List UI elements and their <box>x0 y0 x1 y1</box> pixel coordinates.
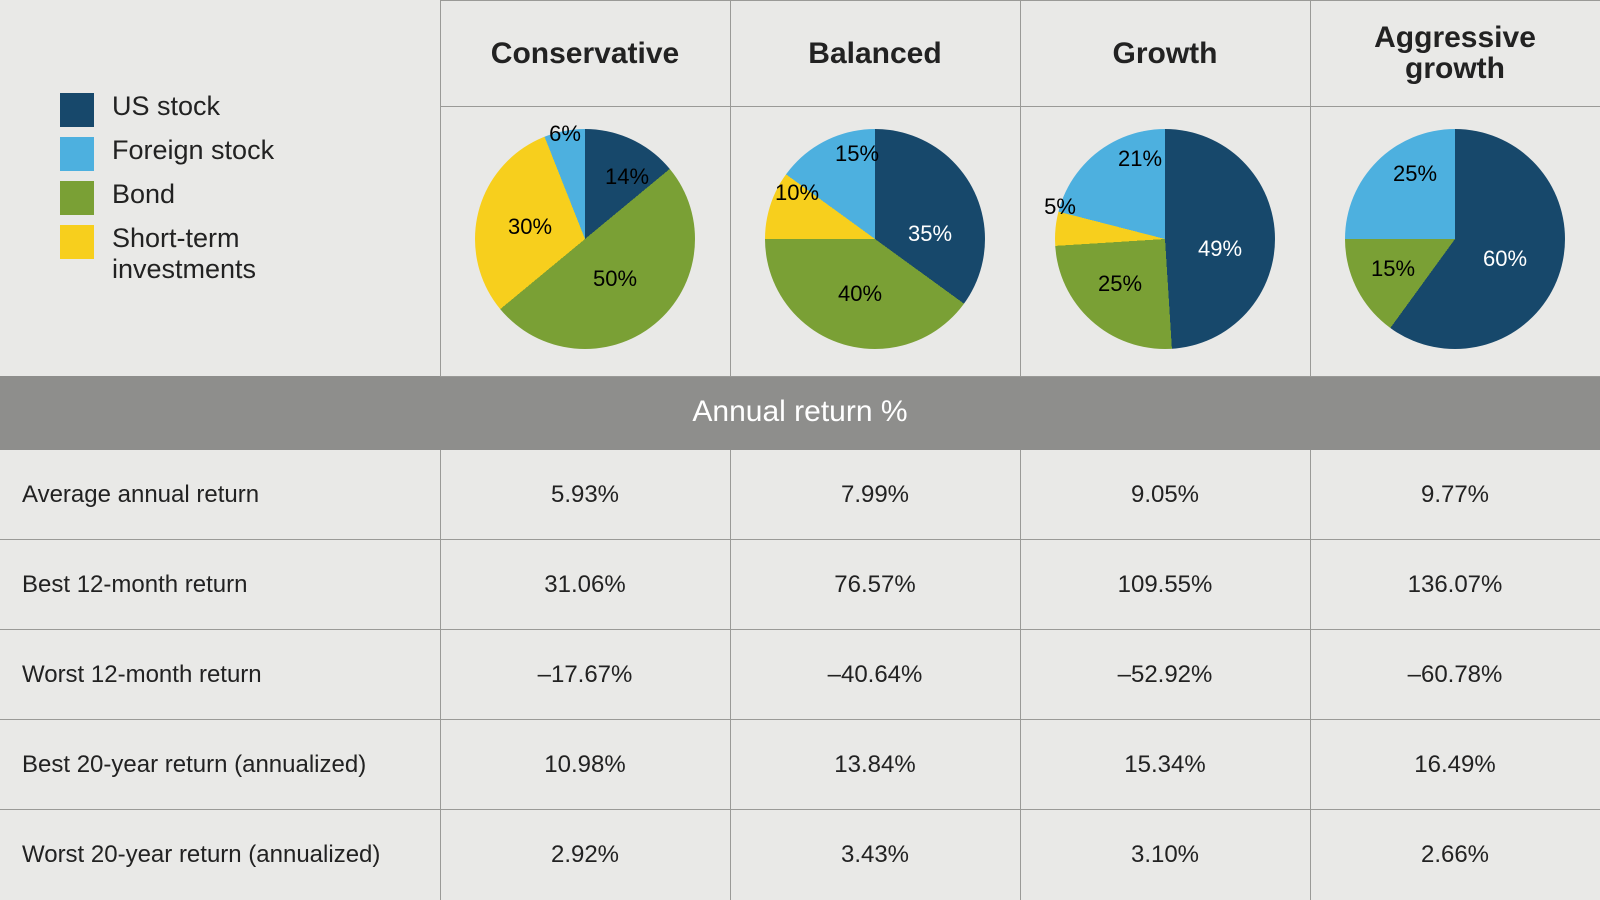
slice-label-foreign_stock: 21% <box>1118 146 1162 172</box>
strategy-head-0: Conservative <box>440 1 730 107</box>
table-row: Best 20-year return (annualized)10.98%13… <box>0 720 1600 810</box>
slice-label-us_stock: 49% <box>1198 236 1242 262</box>
legend-label: US stock <box>112 91 220 122</box>
table-row: Average annual return5.93%7.99%9.05%9.77… <box>0 450 1600 540</box>
legend-swatch-us_stock <box>60 93 94 127</box>
table-row: Worst 20-year return (annualized)2.92%3.… <box>0 810 1600 900</box>
cell-value: –52.92% <box>1020 630 1310 720</box>
legend-swatch-bond <box>60 181 94 215</box>
cell-value: 2.92% <box>440 810 730 900</box>
slice-label-bond: 15% <box>1371 256 1415 282</box>
legend-swatch-foreign_stock <box>60 137 94 171</box>
pie-chart <box>1345 129 1565 349</box>
legend-label: Short-terminvestments <box>112 223 256 285</box>
legend-item-bond: Bond <box>60 179 440 215</box>
legend-label: Foreign stock <box>112 135 274 166</box>
cell-value: 2.66% <box>1310 810 1600 900</box>
cell-value: 31.06% <box>440 540 730 630</box>
legend-item-short_term: Short-terminvestments <box>60 223 440 285</box>
slice-label-us_stock: 14% <box>605 164 649 190</box>
strategy-head-1: Balanced <box>730 1 1020 107</box>
cell-value: 136.07% <box>1310 540 1600 630</box>
cell-value: –60.78% <box>1310 630 1600 720</box>
table-row: Worst 12-month return–17.67%–40.64%–52.9… <box>0 630 1600 720</box>
portfolio-allocation-table: US stock Foreign stock Bond Short-terminves… <box>0 0 1600 900</box>
slice-label-bond: 25% <box>1098 271 1142 297</box>
legend-cell: US stock Foreign stock Bond Short-terminves… <box>0 1 440 377</box>
cell-value: 3.43% <box>730 810 1020 900</box>
slice-label-foreign_stock: 15% <box>835 141 879 167</box>
slice-label-us_stock: 60% <box>1483 246 1527 272</box>
slice-label-bond: 40% <box>838 281 882 307</box>
slice-label-short_term: 30% <box>508 214 552 240</box>
legend-label: Bond <box>112 179 175 210</box>
row-label: Average annual return <box>0 450 440 540</box>
slice-label-foreign_stock: 6% <box>549 121 581 147</box>
row-label: Best 12-month return <box>0 540 440 630</box>
strategy-head-2: Growth <box>1020 1 1310 107</box>
section-bar: Annual return % <box>0 376 1600 450</box>
main-table: US stock Foreign stock Bond Short-terminves… <box>0 0 1600 900</box>
slice-label-short_term: 5% <box>1044 194 1076 220</box>
pie-cell-1: 35% 40% 10% 15% <box>730 106 1020 376</box>
slice-label-short_term: 10% <box>775 180 819 206</box>
cell-value: 5.93% <box>440 450 730 540</box>
cell-value: 76.57% <box>730 540 1020 630</box>
cell-value: 15.34% <box>1020 720 1310 810</box>
pie-cell-2: 49% 25% 5% 21% <box>1020 106 1310 376</box>
cell-value: 9.05% <box>1020 450 1310 540</box>
legend: US stock Foreign stock Bond Short-terminves… <box>60 91 440 285</box>
strategy-head-3: Aggressivegrowth <box>1310 1 1600 107</box>
cell-value: –40.64% <box>730 630 1020 720</box>
pie-cell-0: 14% 50% 30% 6% <box>440 106 730 376</box>
slice-label-us_stock: 35% <box>908 221 952 247</box>
cell-value: 3.10% <box>1020 810 1310 900</box>
strategy-header-row: US stockForeign stockBondShort-terminves… <box>0 1 1600 107</box>
slice-label-foreign_stock: 25% <box>1393 161 1437 187</box>
legend-swatch-short_term <box>60 225 94 259</box>
cell-value: 7.99% <box>730 450 1020 540</box>
table-row: Best 12-month return31.06%76.57%109.55%1… <box>0 540 1600 630</box>
section-title: Annual return % <box>0 376 1600 450</box>
row-label: Worst 12-month return <box>0 630 440 720</box>
legend-item-us_stock: US stock <box>60 91 440 127</box>
row-label: Best 20-year return (annualized) <box>0 720 440 810</box>
cell-value: 9.77% <box>1310 450 1600 540</box>
legend-item-foreign_stock: Foreign stock <box>60 135 440 171</box>
cell-value: 13.84% <box>730 720 1020 810</box>
slice-label-bond: 50% <box>593 266 637 292</box>
row-label: Worst 20-year return (annualized) <box>0 810 440 900</box>
cell-value: 109.55% <box>1020 540 1310 630</box>
cell-value: –17.67% <box>440 630 730 720</box>
cell-value: 16.49% <box>1310 720 1600 810</box>
cell-value: 10.98% <box>440 720 730 810</box>
pie-cell-3: 60% 15% 25% <box>1310 106 1600 376</box>
